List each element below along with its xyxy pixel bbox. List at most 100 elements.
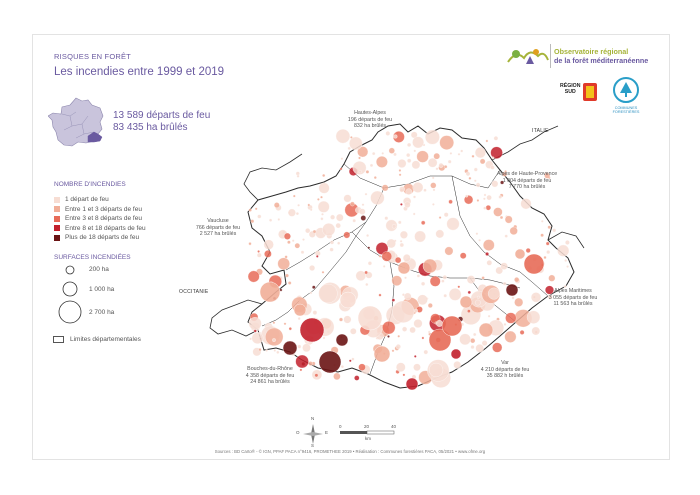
communes-forestieres-text: COMMUNES FORESTIÈRES	[612, 106, 640, 115]
fire-point	[398, 220, 402, 225]
fire-point	[430, 182, 437, 189]
fire-point	[398, 169, 402, 172]
fire-point	[443, 212, 449, 218]
fire-point	[329, 240, 335, 245]
fire-point	[285, 273, 289, 278]
fire-point	[265, 349, 269, 352]
fire-point	[361, 203, 365, 207]
fire-point	[442, 275, 448, 280]
compass-n: N	[311, 416, 315, 421]
vaucluse-name: Vaucluse	[207, 218, 229, 224]
fire-point	[398, 173, 402, 177]
fire-point	[272, 321, 276, 325]
fire-point	[431, 176, 435, 180]
limits-swatch	[53, 336, 64, 343]
fire-point	[309, 291, 313, 295]
fire-point	[438, 162, 444, 168]
fire-point	[493, 207, 503, 217]
fire-point	[547, 294, 553, 300]
fire-point	[486, 260, 493, 266]
fire-point	[474, 299, 481, 306]
fire-point	[381, 184, 389, 192]
fire-point	[547, 225, 552, 229]
fire-point	[478, 238, 481, 242]
fire-point	[425, 129, 440, 145]
scale-0: 0	[339, 424, 342, 429]
fire-point	[439, 135, 454, 150]
fire-point-large	[459, 295, 473, 309]
fire-point-large	[514, 248, 526, 260]
fire-point	[399, 186, 405, 193]
fire-point	[335, 129, 351, 144]
fire-point	[253, 329, 257, 333]
fire-point	[474, 147, 486, 159]
fire-point	[391, 349, 395, 353]
fire-point	[329, 247, 334, 252]
fire-point	[386, 238, 396, 249]
fire-point	[393, 152, 397, 157]
fire-point	[485, 252, 489, 256]
fire-point	[403, 292, 412, 301]
fire-point	[312, 229, 317, 234]
fire-point	[297, 203, 300, 207]
fire-point	[557, 244, 570, 257]
observatoire-logo-text: Observatoire régional de la forêt médite…	[554, 47, 648, 65]
fire-point	[492, 342, 503, 353]
fire-point	[525, 248, 531, 253]
fire-point	[382, 321, 396, 335]
fire-point	[404, 276, 407, 280]
fire-point	[473, 332, 477, 337]
fire-point	[544, 172, 551, 179]
fire-point-large	[339, 291, 357, 309]
fire-point	[258, 348, 262, 352]
fire-point	[519, 330, 525, 335]
fire-point	[358, 363, 366, 371]
fire-point	[531, 326, 541, 336]
fire-point	[318, 283, 338, 304]
annotation-vaucluse: Vaucluse 766 départs de feu 2 527 ha brû…	[183, 218, 253, 238]
fire-point	[247, 270, 260, 283]
fire-point-large	[373, 345, 391, 363]
fire-point	[249, 337, 252, 341]
compass-o: O	[296, 430, 300, 435]
fire-point	[312, 285, 316, 289]
legend-count-row: Plus de 18 départs de feu	[54, 233, 139, 242]
region-sud-logo-text: RÉGION SUD	[560, 83, 581, 95]
fire-point	[483, 193, 487, 197]
fire-point	[273, 349, 277, 352]
annotation-var: Var 4 210 départs de feu 35 882 h brûlés	[470, 360, 540, 380]
fire-point	[381, 152, 385, 155]
fire-point	[413, 355, 417, 358]
fire-point	[297, 344, 302, 349]
fire-point	[340, 157, 344, 161]
fire-point	[432, 188, 436, 192]
fire-point	[514, 297, 524, 307]
fire-point	[314, 373, 319, 378]
fire-point	[365, 282, 369, 287]
annotation-alpes-hp: Alpes de Haute-Provence 1 004 départs de…	[472, 171, 582, 191]
fire-point	[500, 180, 505, 185]
fire-point	[545, 241, 550, 246]
fire-point	[248, 208, 252, 212]
fire-point	[336, 213, 344, 222]
fire-point	[481, 340, 488, 346]
fire-point	[433, 152, 440, 160]
fire-point	[321, 212, 324, 216]
fire-point	[402, 254, 411, 262]
fire-point	[446, 217, 460, 231]
fire-point	[509, 226, 518, 235]
fire-point	[357, 146, 369, 158]
fire-point	[322, 223, 336, 237]
fire-point	[399, 242, 404, 248]
annotation-hautes-alpes: Hautes-Alpes 196 départs de feu 832 ha b…	[320, 110, 420, 130]
fire-point	[412, 136, 424, 149]
fire-point	[487, 287, 500, 300]
fire-point	[288, 327, 292, 331]
fire-point	[248, 242, 252, 246]
fire-point	[460, 149, 464, 153]
fire-point	[502, 281, 507, 286]
alpes-maritimes-name: Alpes Maritimes	[554, 288, 592, 294]
fire-point	[364, 270, 368, 275]
fire-point	[490, 165, 495, 170]
hautes-alpes-name: Hautes-Alpes	[354, 110, 386, 116]
